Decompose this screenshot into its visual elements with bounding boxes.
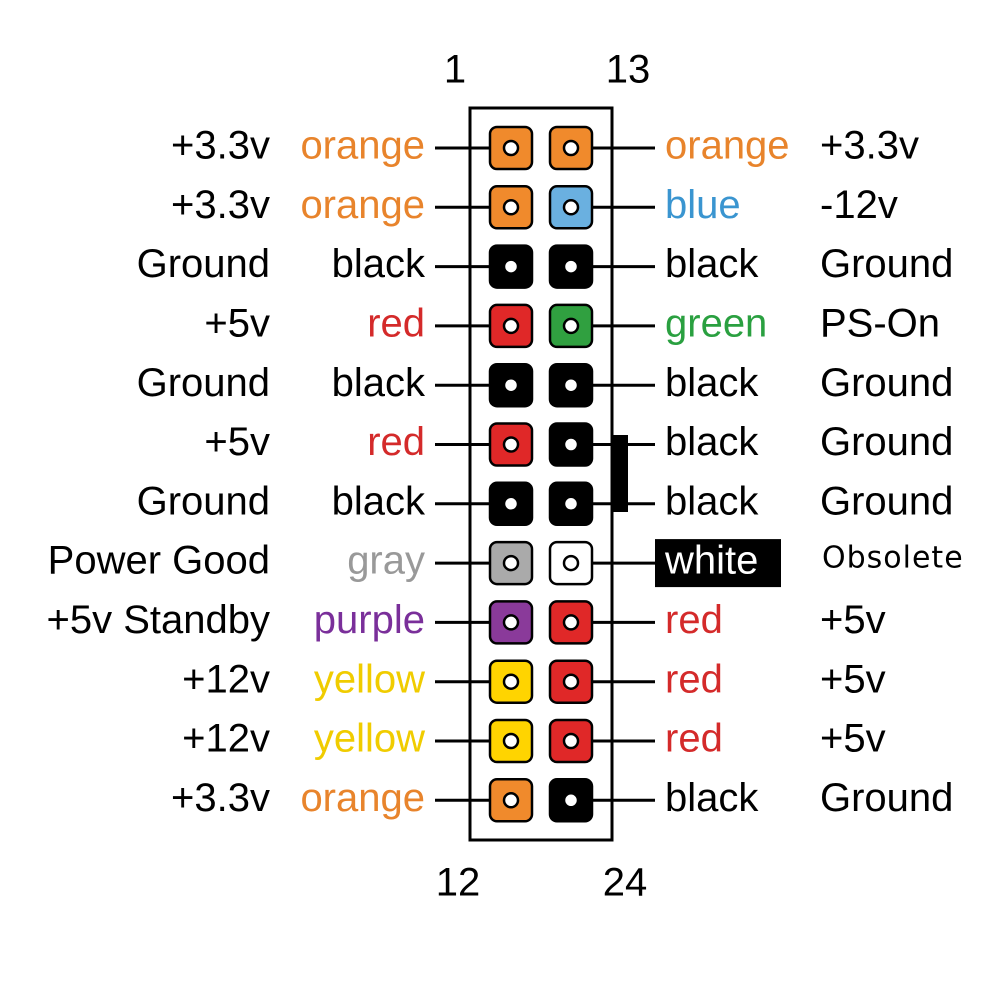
pin-function: PS-On — [820, 301, 940, 345]
wire-color: orange — [300, 124, 425, 168]
pin-function: +5v — [204, 420, 270, 464]
connector-housing — [468, 106, 614, 842]
pin-function: Power Good — [48, 539, 270, 583]
pin-hole — [562, 376, 580, 394]
pin-function: Ground — [137, 479, 270, 523]
pin-hole — [502, 317, 520, 335]
pin-number: 12 — [436, 861, 481, 905]
pin-function: Ground — [137, 242, 270, 286]
wire-color: orange — [300, 776, 425, 820]
pin-function: +3.3v — [820, 124, 919, 168]
wire-color: purple — [314, 598, 425, 642]
pin-function: +5v — [820, 717, 886, 761]
pin-hole — [562, 554, 580, 572]
wire-color: yellow — [314, 717, 425, 761]
pin-hole — [502, 554, 520, 572]
pin-function: +5v Standby — [47, 598, 271, 642]
pin-hole — [562, 436, 580, 453]
pin-function: +3.3v — [171, 183, 270, 227]
pin-hole — [502, 199, 520, 216]
pin-function: -12v — [820, 183, 898, 227]
pin-hole — [502, 436, 520, 453]
wire-color: blue — [665, 183, 741, 227]
wire-color: black — [665, 479, 759, 523]
wire-color: red — [665, 598, 723, 642]
pin-hole — [502, 258, 520, 275]
wire-color: black — [332, 242, 426, 286]
pin-function: +5v — [820, 657, 886, 701]
pin-function: +3.3v — [171, 776, 270, 820]
pin-hole — [562, 614, 580, 631]
pin-hole — [502, 139, 520, 157]
pin-hole — [562, 258, 580, 275]
wire-color: black — [665, 361, 759, 405]
pin-function: +3.3v — [171, 124, 270, 168]
wire-color: red — [367, 301, 425, 345]
wire-color: orange — [300, 183, 425, 227]
pin-hole — [502, 614, 520, 631]
wire-color: black — [665, 776, 759, 820]
pin-hole — [502, 792, 520, 809]
pin-function: +5v — [204, 301, 270, 345]
pin-hole — [562, 732, 580, 750]
wire-color: gray — [347, 539, 425, 583]
pin-function: Ground — [820, 479, 953, 523]
pin-function: Ground — [820, 242, 953, 286]
pin-function: +12v — [182, 657, 270, 701]
pin-hole — [502, 376, 520, 394]
pin-hole — [502, 673, 520, 690]
wire-color: green — [665, 301, 767, 345]
pin-function: Ground — [820, 420, 953, 464]
pin-hole — [562, 792, 580, 809]
pin-hole — [502, 732, 520, 750]
wire-color: white — [664, 539, 758, 583]
pin-hole — [562, 199, 580, 216]
pin-function: Ground — [137, 361, 270, 405]
pin-number: 13 — [606, 48, 651, 92]
wire-color: red — [665, 657, 723, 701]
wire-color: black — [332, 361, 426, 405]
wire-color: red — [665, 717, 723, 761]
pin-function: +12v — [182, 717, 270, 761]
pin-hole — [562, 495, 580, 513]
wire-color: black — [665, 242, 759, 286]
wire-color: orange — [665, 124, 790, 168]
pin-function: Ground — [820, 776, 953, 820]
wire-color: yellow — [314, 657, 425, 701]
latch — [613, 435, 628, 512]
pin-function: Ground — [820, 361, 953, 405]
pin-function: +5v — [820, 598, 886, 642]
wire-color: black — [332, 479, 426, 523]
wire-color: red — [367, 420, 425, 464]
pin-function: Obsolete — [822, 541, 964, 576]
pin-hole — [562, 673, 580, 690]
label-box — [655, 539, 781, 588]
pin-hole — [562, 139, 580, 157]
pin-hole — [502, 495, 520, 513]
pin-number: 24 — [603, 861, 648, 905]
wire-color: black — [665, 420, 759, 464]
pin-hole — [562, 317, 580, 335]
pin-number: 1 — [444, 48, 466, 92]
